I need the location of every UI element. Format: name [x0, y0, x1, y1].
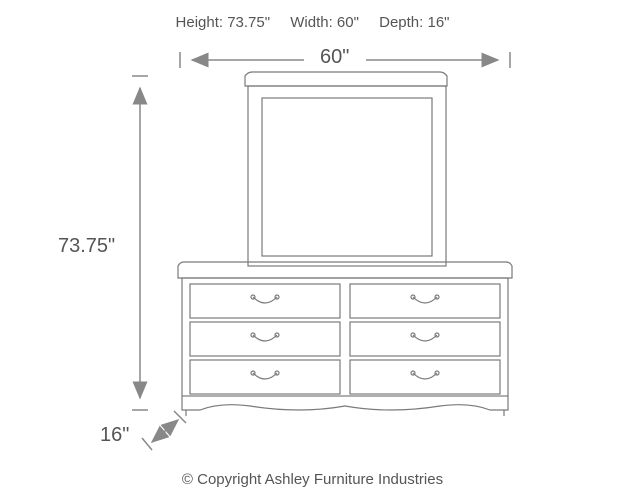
width-dimension-label: 60": [320, 46, 349, 69]
drawer-pull-icon: [251, 333, 279, 341]
depth-dimension-label: 16": [100, 424, 129, 447]
drawer-pull-icon: [251, 295, 279, 303]
depth-dimension-arrow: [142, 411, 186, 450]
drawer-pull-icon: [411, 295, 439, 303]
drawer-pull-icon: [251, 371, 279, 379]
height-dimension-arrow: [132, 76, 148, 410]
drawer-row-3-right: [350, 360, 500, 394]
drawer-row-2-right: [350, 322, 500, 356]
drawer-pull-icon: [411, 333, 439, 341]
height-dimension-label: 73.75": [58, 235, 115, 258]
drawer-row-1-right: [350, 284, 500, 318]
drawer-row-3-left: [190, 360, 340, 394]
drawer-row-1-left: [190, 284, 340, 318]
copyright-footer: © Copyright Ashley Furniture Industries: [0, 471, 625, 488]
drawer-row-2-left: [190, 322, 340, 356]
drawer-pull-icon: [411, 371, 439, 379]
dresser-body: [178, 262, 512, 416]
mirror-assembly: [245, 72, 447, 266]
